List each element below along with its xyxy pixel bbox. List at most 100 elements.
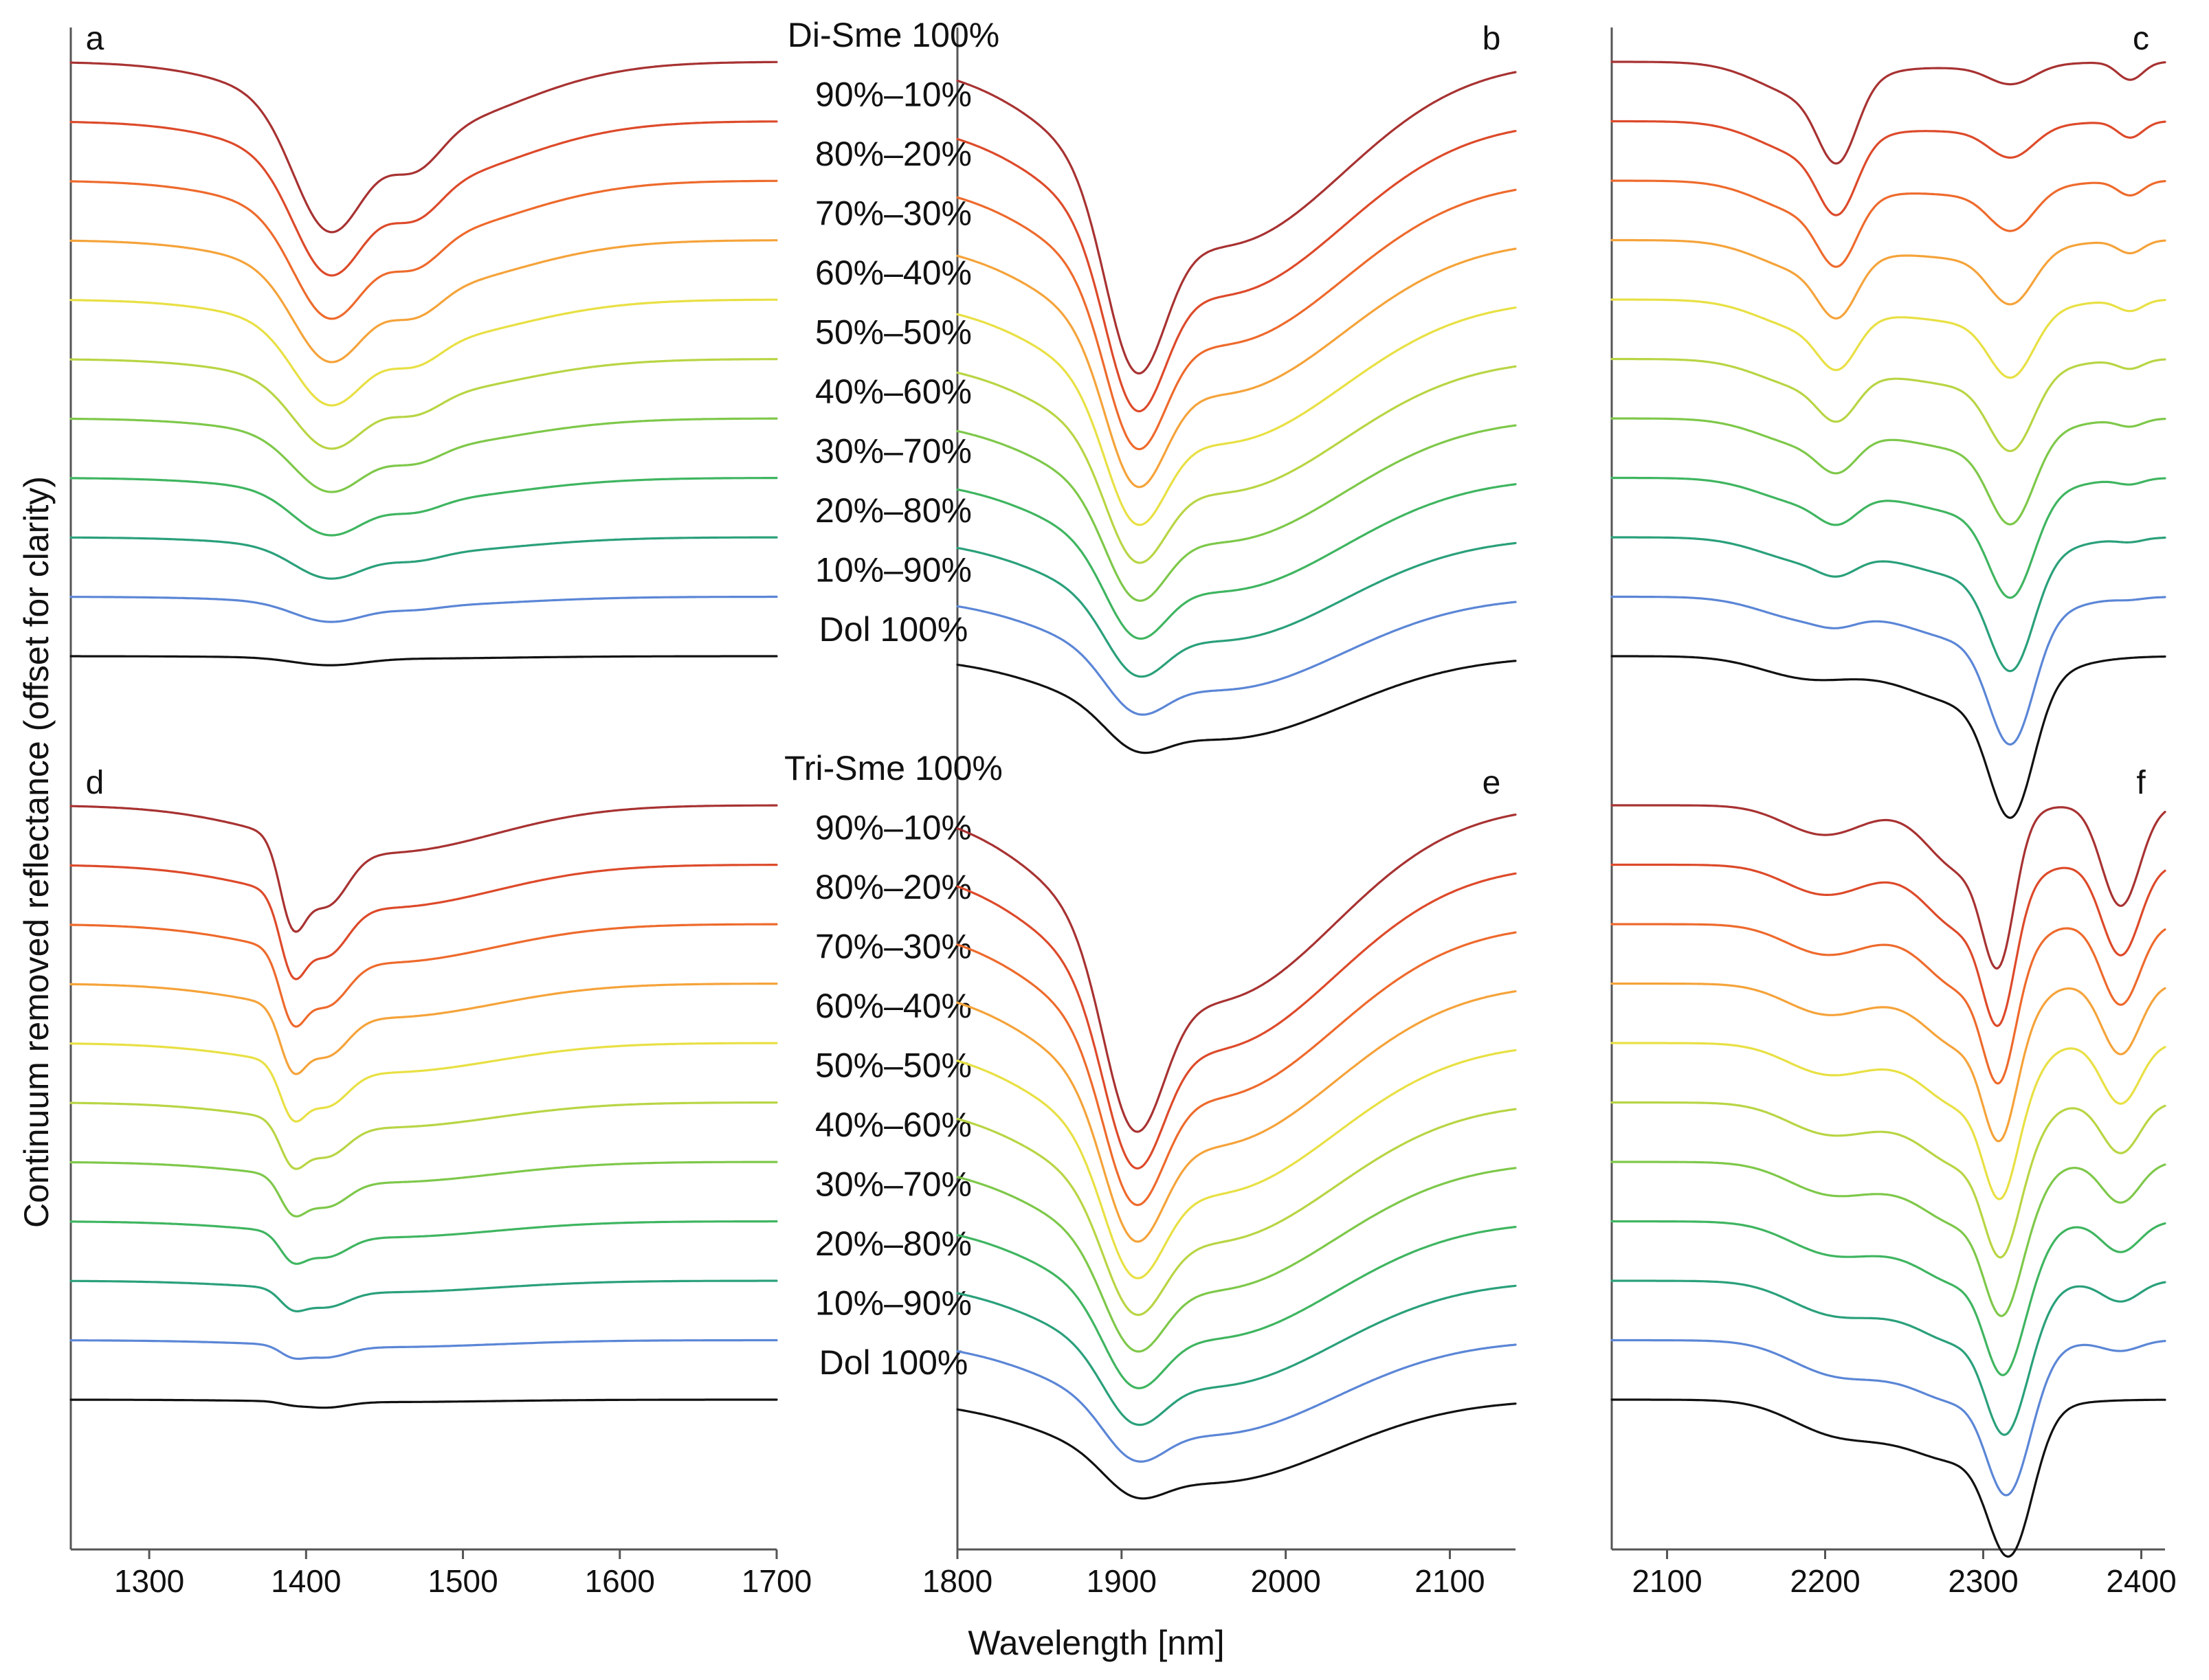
spectrum-b-9 (956, 541, 1517, 678)
spectrum-f-5 (1610, 1042, 2166, 1200)
spectrum-a-11 (69, 655, 778, 667)
mixture-label: 50%–50% (815, 1046, 972, 1085)
spectrum-a-7 (69, 417, 778, 493)
spectrum-a-3 (69, 179, 778, 320)
spectrum-c-2 (1610, 120, 2166, 216)
spectrum-f-10 (1610, 1339, 2166, 1497)
spectrum-c-11 (1610, 655, 2166, 819)
mixture-label: Di-Sme 100% (788, 16, 999, 54)
spectrum-f-3 (1610, 923, 2166, 1085)
panel-letter-f: f (2136, 765, 2146, 801)
panel-letter-b: b (1483, 21, 1501, 57)
spectrum-d-5 (69, 1042, 778, 1123)
spectrum-c-5 (1610, 298, 2166, 379)
panel-letter-d: d (86, 765, 104, 801)
mixture-label: 70%–30% (815, 928, 972, 966)
mixture-label: 20%–80% (815, 1224, 972, 1263)
spectrum-e-7 (956, 1167, 1517, 1353)
spectrum-d-2 (69, 864, 778, 981)
mixture-label: 30%–70% (815, 1165, 972, 1204)
spectrum-b-2 (956, 130, 1517, 413)
spectrum-d-10 (69, 1339, 778, 1360)
spectrum-c-9 (1610, 536, 2166, 673)
spectrum-b-1 (956, 71, 1517, 374)
mixture-label: 80%–20% (815, 135, 972, 173)
spectrum-b-8 (956, 483, 1517, 640)
spectrum-d-6 (69, 1101, 778, 1170)
mixture-label: 30%–70% (815, 432, 972, 471)
mixture-label: 90%–10% (815, 809, 972, 847)
panel-letter-e: e (1483, 765, 1501, 801)
mixture-label: 90%–10% (815, 76, 972, 114)
spectrum-e-3 (956, 931, 1517, 1207)
x-tick-label: 1400 (271, 1563, 341, 1599)
spectrum-e-4 (956, 990, 1517, 1243)
spectrum-f-8 (1610, 1220, 2166, 1376)
spectrum-a-1 (69, 60, 778, 234)
spectrum-a-10 (69, 595, 778, 623)
spectrum-e-6 (956, 1108, 1517, 1317)
panel-letter-c: c (2133, 21, 2149, 57)
spectrum-e-11 (956, 1402, 1517, 1500)
spectrum-d-1 (69, 804, 778, 933)
x-tick-label: 2100 (1414, 1563, 1485, 1599)
spectrum-f-9 (1610, 1279, 2166, 1436)
x-axis-title: Wavelength [nm] (968, 1624, 1224, 1662)
spectrum-a-5 (69, 298, 778, 407)
x-tick-label: 1500 (428, 1563, 498, 1599)
mixture-label: 50%–50% (815, 313, 972, 352)
x-tick-label: 1300 (114, 1563, 184, 1599)
x-tick-label: 1600 (585, 1563, 655, 1599)
spectrum-d-7 (69, 1161, 778, 1218)
spectrum-a-8 (69, 477, 778, 537)
spectrum-f-2 (1610, 863, 2166, 1027)
spectrum-b-10 (956, 601, 1517, 716)
spectrum-b-4 (956, 247, 1517, 489)
spectrum-e-5 (956, 1049, 1517, 1279)
x-tick-label: 2100 (1632, 1563, 1702, 1599)
spectrum-f-7 (1610, 1161, 2166, 1317)
spectrum-d-9 (69, 1279, 778, 1312)
spectrum-a-6 (69, 358, 778, 450)
spectrum-f-6 (1610, 1101, 2166, 1259)
mixture-label: 60%–40% (815, 987, 972, 1025)
mixture-label: Dol 100% (819, 610, 968, 649)
spectrum-f-11 (1610, 1398, 2166, 1558)
spectrum-c-8 (1610, 476, 2166, 599)
x-tick-label: 1900 (1087, 1563, 1157, 1599)
x-tick-label: 1700 (742, 1563, 812, 1599)
spectrum-a-4 (69, 239, 778, 363)
spectrum-e-8 (956, 1226, 1517, 1389)
mixture-label: Dol 100% (819, 1343, 968, 1382)
mixture-label: 40%–60% (815, 1106, 972, 1144)
mixture-label: Tri-Sme 100% (784, 749, 1003, 787)
spectrum-b-7 (956, 424, 1517, 602)
x-tick-label: 1800 (922, 1563, 992, 1599)
mixture-label: 10%–90% (815, 551, 972, 590)
mixture-label: 60%–40% (815, 254, 972, 292)
mixture-label: 70%–30% (815, 194, 972, 233)
spectrum-c-10 (1610, 595, 2166, 746)
spectrum-c-4 (1610, 238, 2166, 320)
spectrum-d-8 (69, 1220, 778, 1265)
y-axis-title: Continuum removed reflectance (offset fo… (17, 476, 56, 1228)
x-tick-label: 2000 (1250, 1563, 1320, 1599)
spectrum-b-5 (956, 306, 1517, 526)
x-tick-label: 2400 (2106, 1563, 2176, 1599)
x-tick-label: 2300 (1948, 1563, 2018, 1599)
spectrum-e-10 (956, 1343, 1517, 1463)
mixture-label: 20%–80% (815, 491, 972, 530)
spectrum-f-1 (1610, 804, 2166, 970)
spectrum-e-9 (956, 1284, 1517, 1426)
spectrum-d-3 (69, 923, 778, 1028)
spectrum-b-11 (956, 660, 1517, 754)
spectrum-a-9 (69, 536, 778, 580)
spectrum-e-2 (956, 872, 1517, 1169)
mixture-label: 10%–90% (815, 1284, 972, 1323)
panel-letter-a: a (86, 21, 104, 57)
spectrum-b-3 (956, 188, 1517, 451)
spectrum-b-6 (956, 365, 1517, 564)
mixture-label: 40%–60% (815, 372, 972, 411)
spectrum-e-1 (956, 814, 1517, 1133)
